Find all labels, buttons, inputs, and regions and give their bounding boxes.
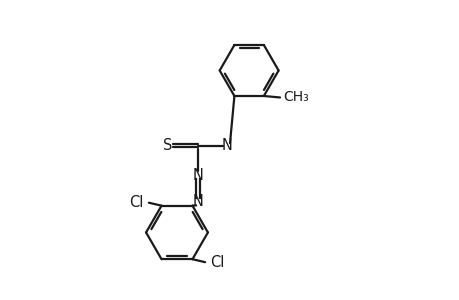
- Text: Cl: Cl: [210, 255, 224, 270]
- Text: Cl: Cl: [129, 195, 144, 210]
- Text: N: N: [192, 167, 202, 182]
- Text: N: N: [192, 194, 202, 209]
- Text: CH₃: CH₃: [282, 91, 308, 104]
- Text: N: N: [221, 138, 232, 153]
- Text: S: S: [163, 138, 173, 153]
